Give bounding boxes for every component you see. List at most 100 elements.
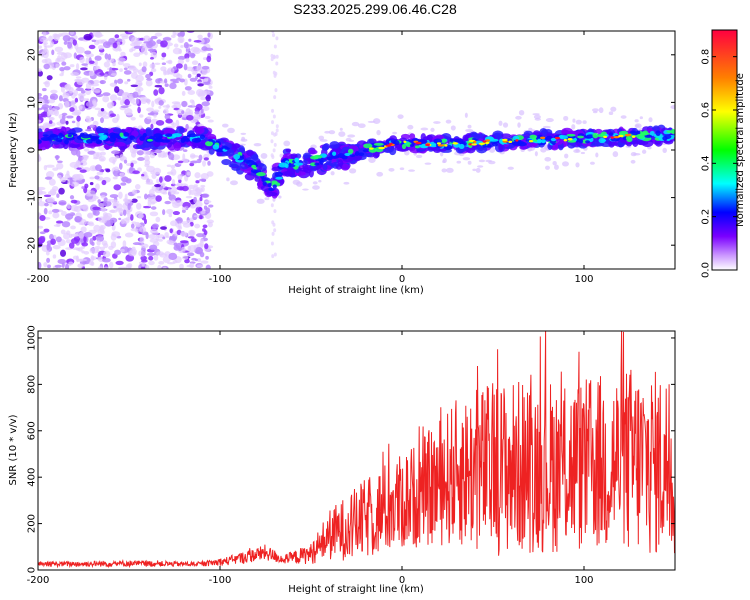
noise-blob — [271, 120, 275, 125]
noise-blob — [196, 73, 201, 78]
noise-blob — [39, 197, 43, 203]
noise-blob — [630, 159, 636, 164]
noise-blob — [189, 230, 195, 237]
noise-blob — [183, 42, 189, 49]
noise-blob — [85, 101, 94, 108]
ridge-core — [458, 143, 465, 150]
noise-blob — [552, 161, 557, 166]
spectrogram-x-tick-label: -200 — [27, 274, 50, 285]
noise-blob — [171, 105, 178, 109]
noise-blob — [75, 63, 80, 70]
ridge-peak — [610, 136, 615, 139]
noise-blob — [49, 233, 54, 240]
chart-title: S233.2025.299.06.46.C28 — [293, 1, 457, 17]
noise-blob — [147, 199, 152, 207]
noise-blob — [54, 264, 62, 268]
noise-blob — [205, 264, 211, 269]
noise-blob — [68, 86, 74, 94]
ridge-core — [55, 137, 63, 142]
noise-blob — [240, 132, 247, 135]
noise-blob — [57, 258, 67, 265]
noise-blob — [161, 62, 167, 65]
noise-blob — [87, 150, 96, 155]
noise-blob — [59, 176, 67, 183]
ridge-blob — [498, 143, 504, 152]
noise-blob — [194, 111, 200, 115]
noise-blob — [270, 139, 274, 144]
noise-blob — [179, 31, 185, 37]
noise-blob — [59, 118, 66, 125]
noise-blob — [60, 229, 66, 235]
spectrogram-y-tick-label: -10 — [27, 189, 38, 205]
snr-frame — [37, 330, 676, 571]
noise-blob — [172, 122, 176, 128]
noise-blob — [150, 201, 156, 205]
noise-blob — [575, 162, 580, 168]
noise-blob — [144, 264, 150, 269]
ridge-core — [224, 147, 230, 150]
ridge-blob — [246, 149, 254, 156]
noise-blob — [57, 174, 62, 179]
noise-blob — [202, 228, 206, 232]
noise-blob — [151, 100, 155, 108]
noise-blob — [71, 120, 76, 124]
ridge-core — [243, 159, 251, 163]
noise-blob — [52, 212, 60, 219]
noise-blob — [130, 72, 138, 79]
noise-blob — [591, 108, 599, 112]
noise-blob — [193, 196, 198, 204]
ridge-blob — [303, 152, 311, 159]
noise-blob — [87, 221, 91, 225]
noise-blob — [120, 51, 126, 57]
noise-blob — [177, 55, 186, 61]
noise-blob — [485, 159, 493, 163]
noise-blob — [69, 177, 73, 185]
noise-blob — [178, 222, 182, 229]
ridge-core — [550, 137, 557, 142]
noise-blob — [76, 167, 82, 170]
noise-blob — [167, 59, 173, 65]
ridge-core — [609, 132, 614, 136]
noise-blob — [270, 203, 274, 208]
noise-blob — [561, 161, 569, 167]
noise-blob — [107, 53, 112, 61]
noise-blob — [179, 263, 184, 269]
noise-blob — [50, 89, 58, 94]
ridge-peak — [501, 138, 508, 142]
noise-blob — [117, 60, 124, 66]
noise-blob — [103, 61, 111, 68]
noise-blob — [127, 203, 131, 211]
noise-blob — [108, 261, 114, 269]
noise-blob — [123, 159, 128, 164]
noise-blob — [144, 159, 151, 166]
noise-blob — [200, 260, 209, 264]
noise-blob — [376, 129, 381, 136]
noise-blob — [532, 113, 540, 116]
noise-blob — [61, 114, 66, 120]
noise-blob — [114, 249, 122, 256]
noise-blob — [43, 228, 50, 233]
noise-blob — [106, 198, 112, 202]
noise-blob — [48, 210, 53, 215]
noise-blob — [205, 255, 209, 260]
noise-blob — [199, 178, 206, 182]
ridge-core — [600, 139, 607, 142]
noise-blob — [160, 226, 167, 230]
noise-blob — [164, 114, 171, 120]
noise-blob — [208, 204, 214, 208]
noise-blob — [129, 166, 134, 172]
spectrogram-y-tick-label: 20 — [27, 48, 38, 61]
noise-blob — [498, 120, 503, 126]
noise-blob — [143, 218, 147, 225]
ridge-core — [649, 130, 655, 137]
noise-blob — [56, 162, 64, 170]
noise-blob — [312, 185, 320, 190]
noise-blob — [65, 263, 70, 269]
noise-blob — [181, 100, 188, 108]
noise-blob — [185, 123, 189, 130]
ridge-core — [262, 181, 267, 186]
noise-blob — [472, 168, 477, 172]
noise-blob — [139, 226, 147, 233]
noise-blob — [48, 116, 55, 121]
snr-y-tick-label: 0 — [27, 567, 38, 573]
